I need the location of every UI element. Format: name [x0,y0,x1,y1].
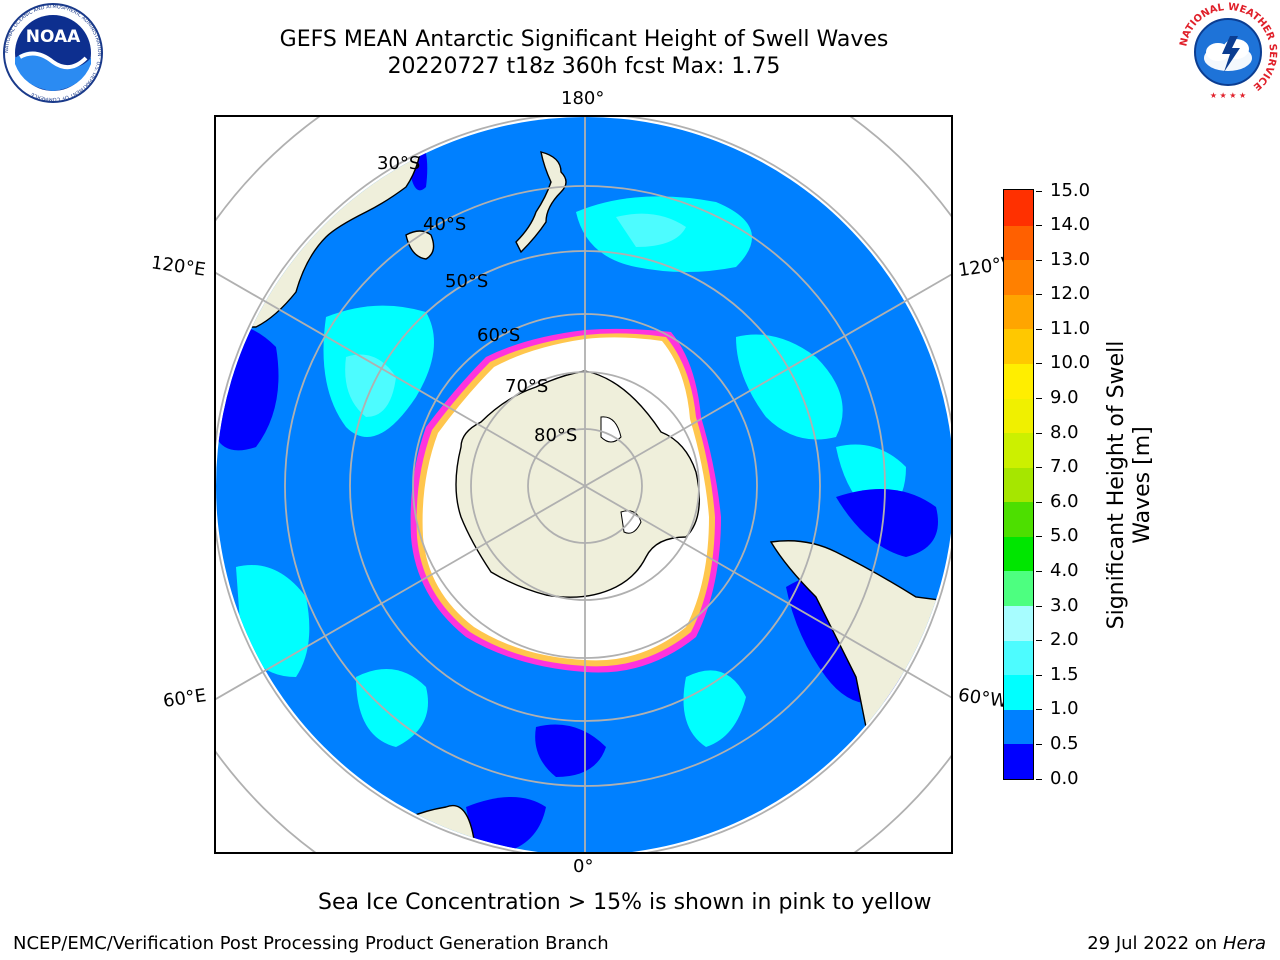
colorbar-segment [1004,467,1033,503]
colorbar-segment [1004,501,1033,537]
lon-label-60e: 60°E [161,685,208,712]
colorbar-tick [1036,674,1042,676]
antarctica [455,370,701,598]
swell-patch [535,724,606,777]
colorbar-tick [1036,363,1042,365]
colorbar-tick [1036,259,1042,261]
colorbar-tick-label: 0.0 [1050,767,1079,789]
chart-title: GEFS MEAN Antarctic Significant Height o… [279,27,889,52]
colorbar-tick [1036,432,1042,434]
lat-label-70s: 70°S [505,376,549,397]
colorbar-segment [1004,432,1033,468]
colorbar-tick [1036,225,1042,227]
colorbar-segment [1004,363,1033,399]
colorbar-segment [1004,536,1033,572]
colorbar-tick [1036,778,1042,780]
lat-label-80s: 80°S [534,425,578,446]
lat-label-30s: 30°S [377,153,421,174]
colorbar-tick-label: 1.5 [1050,663,1079,685]
colorbar-segment [1004,709,1033,745]
footer-date: 29 Jul 2022 on Hera [1087,933,1266,954]
chart-subtitle: 20220727 t18z 360h fcst Max: 1.75 [387,54,781,79]
colorbar-segment [1004,259,1033,295]
colorbar-tick [1036,743,1042,745]
colorbar-tick-label: 7.0 [1050,456,1079,478]
colorbar-tick-label: 1.0 [1050,698,1079,720]
colorbar-segment [1004,190,1033,226]
colorbar-segment [1004,397,1033,434]
colorbar [1003,189,1034,780]
colorbar-tick-label: 15.0 [1050,179,1091,201]
lat-label-40s: 40°S [423,214,467,235]
colorbar-tick-label: 4.0 [1050,559,1079,581]
footer-date-text: 29 Jul 2022 on [1087,933,1223,954]
lon-label-0: 0° [573,856,594,877]
swell-patches [216,132,938,852]
colorbar-tick [1036,501,1042,503]
colorbar-tick-label: 3.0 [1050,594,1079,616]
colorbar-segment [1004,640,1033,676]
colorbar-tick [1036,398,1042,400]
colorbar-segment [1004,225,1033,261]
new-zealand [515,151,567,254]
colorbar-tick-label: 9.0 [1050,387,1079,409]
swell-patch [836,489,938,557]
lat-label-50s: 50°S [445,271,489,292]
colorbar-tick [1036,328,1042,330]
colorbar-tick-label: 8.0 [1050,421,1079,443]
lon-label-180: 180° [561,88,605,109]
colorbar-tick [1036,640,1042,642]
swell-patch [356,669,428,747]
lat-label-60s: 60°S [477,325,521,346]
colorbar-tick [1036,467,1042,469]
swell-patch [616,213,686,247]
nws-logo: NATIONAL WEATHER SERVICE ★ ★ ★ ★ [1178,2,1278,100]
swell-patch [683,670,746,747]
colorbar-tick [1036,536,1042,538]
colorbar-tick-label: 13.0 [1050,248,1091,270]
colorbar-tick [1036,190,1042,192]
colorbar-tick-label: 10.0 [1050,352,1091,374]
footer-host: Hera [1222,933,1266,954]
colorbar-tick [1036,570,1042,572]
swell-patch [236,565,310,677]
colorbar-segment [1004,328,1033,364]
colorbar-segment [1004,294,1033,330]
svg-text:NOAA: NOAA [26,27,81,47]
tasmania [405,230,435,260]
colorbar-tick-label: 0.5 [1050,732,1079,754]
colorbar-tick-label: 12.0 [1050,283,1091,305]
colorbar-segment [1004,743,1033,779]
graticule [216,117,951,852]
colorbar-segment [1004,674,1033,710]
ross-notch [600,416,622,443]
noaa-logo: NOAA NATIONAL OCEANIC AND ATMOSPHERIC AD… [3,3,103,103]
colorbar-tick [1036,709,1042,711]
colorbar-tick [1036,605,1042,607]
polar-map: 30°S 40°S 50°S 60°S 70°S 80°S [214,115,953,854]
colorbar-segment [1004,605,1033,641]
swell-patch [736,334,843,440]
colorbar-tick-label: 2.0 [1050,629,1079,651]
colorbar-tick-label: 11.0 [1050,317,1091,339]
svg-text:★ ★ ★ ★: ★ ★ ★ ★ [1210,91,1246,100]
colorbar-tick [1036,294,1042,296]
swell-patch [466,797,546,852]
lon-label-60w: 60°W [956,684,1009,713]
colorbar-segment [1004,570,1033,607]
colorbar-tick-label: 14.0 [1050,214,1091,236]
colorbar-tick-label: 5.0 [1050,525,1079,547]
colorbar-tick-label: 6.0 [1050,490,1079,512]
colorbar-label: Significant Height of Swell Waves [m] [1104,340,1155,630]
footer-credit: NCEP/EMC/Verification Post Processing Pr… [13,933,609,954]
lon-label-120e: 120°E [149,252,207,281]
